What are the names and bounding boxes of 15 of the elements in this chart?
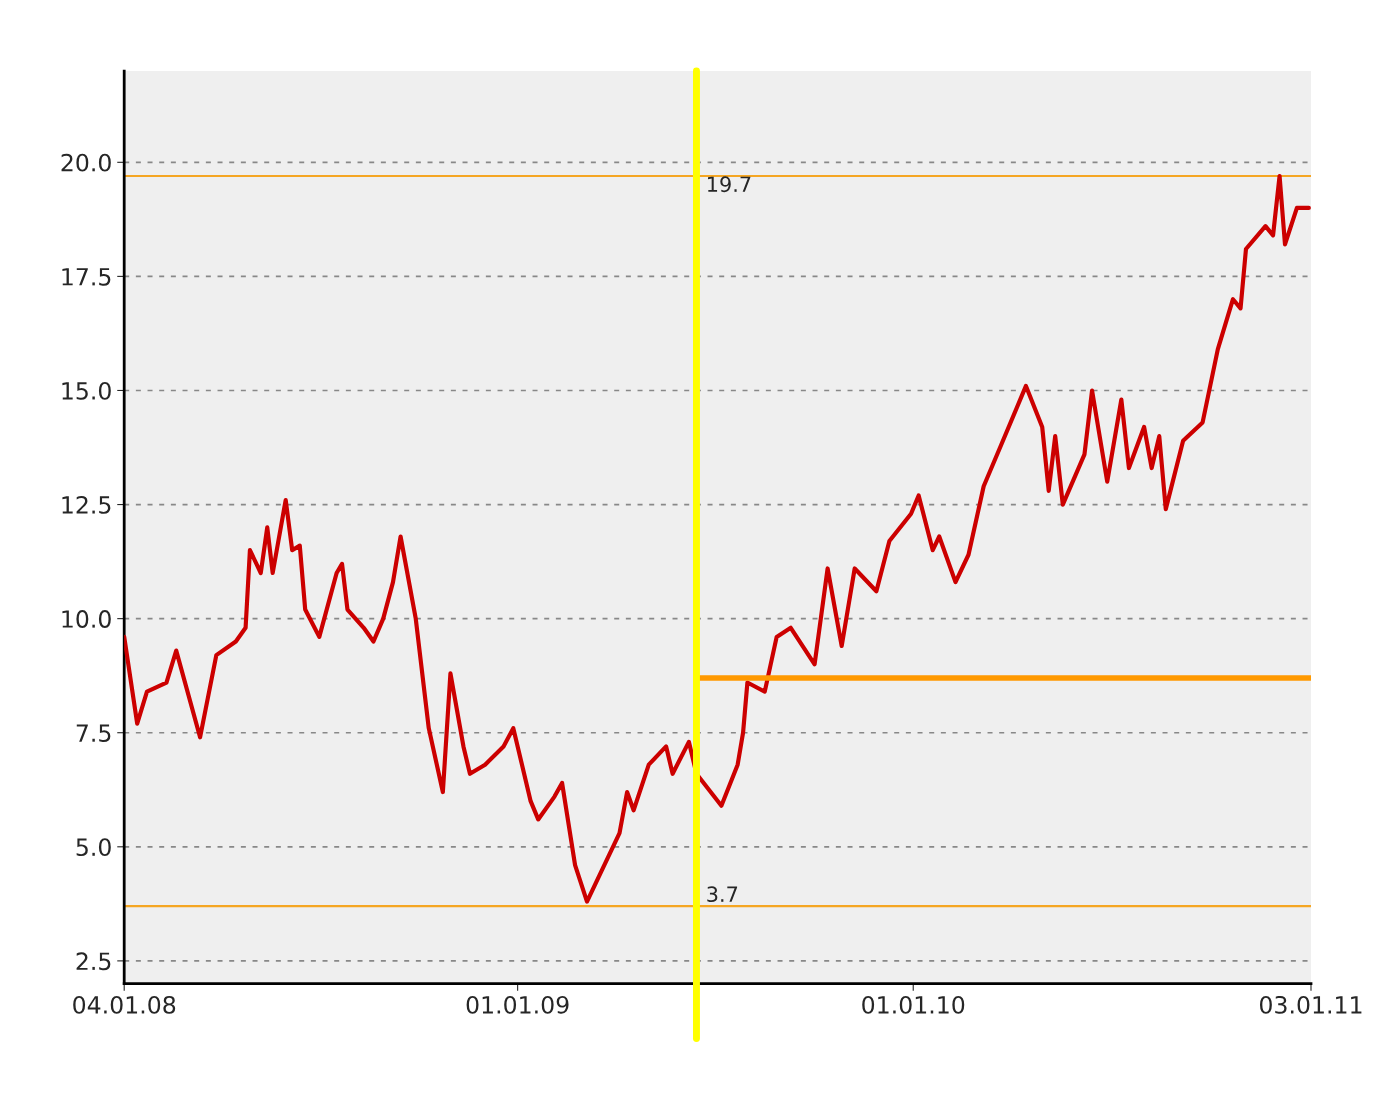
y-tick-label: 2.5 (76, 952, 111, 971)
y-tick-label: 17.5 (62, 268, 111, 286)
x-tick-label: 01.01.09 (466, 995, 569, 1014)
x-tick-label: 01.01.10 (862, 995, 965, 1014)
x-tick-label: 04.01.08 (73, 995, 176, 1014)
ref-line-label: 3.7 (707, 886, 738, 903)
y-tick-label: 5.0 (76, 838, 111, 857)
y-tick-label: 15.0 (62, 381, 111, 400)
ref-line-label: 19.7 (708, 176, 751, 193)
x-tick-label: 03.01.11 (1259, 995, 1362, 1014)
y-tick-label: 20.0 (61, 153, 111, 172)
y-tick-label: 7.5 (76, 724, 111, 743)
y-tick-label: 12.5 (62, 496, 111, 514)
y-tick-label: 10.0 (62, 610, 111, 628)
line-series (124, 173, 1311, 904)
